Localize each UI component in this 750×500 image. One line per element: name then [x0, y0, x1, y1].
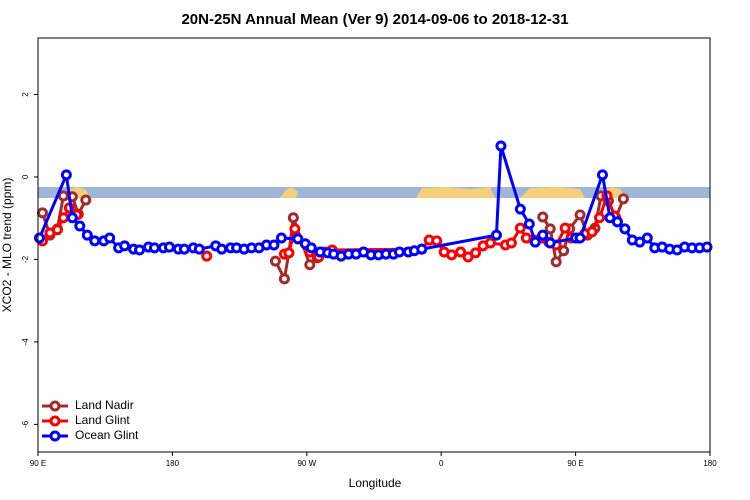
y-tick-label: 2: [21, 92, 30, 97]
data-point: [275, 232, 287, 244]
data-point: [523, 218, 535, 230]
data-point: [287, 212, 299, 224]
plot-frame: [37, 37, 711, 453]
data-point: [484, 237, 496, 249]
data-point: [193, 243, 205, 255]
y-tick-label: -2: [21, 255, 30, 263]
data-point: [586, 226, 598, 238]
data-point: [33, 232, 45, 244]
y-axis-label: XCO2 - MLO trend (ppm): [0, 178, 14, 313]
data-point: [148, 242, 160, 254]
data-point: [505, 237, 517, 249]
series-line: [38, 145, 708, 258]
data-point: [104, 232, 116, 244]
data-point: [57, 212, 69, 224]
data-point: [80, 194, 92, 206]
data-point: [119, 240, 131, 252]
data-point: [163, 241, 175, 253]
data-point: [305, 242, 317, 254]
legend-marker: [49, 400, 61, 412]
data-point: [611, 216, 623, 228]
data-point: [701, 241, 713, 253]
data-point: [559, 222, 571, 234]
data-point: [201, 250, 213, 262]
data-point: [619, 223, 631, 235]
data-point: [431, 235, 443, 247]
y-tick-label: -6: [21, 420, 30, 428]
data-point: [304, 259, 316, 271]
data-point: [81, 229, 93, 241]
data-point: [514, 222, 526, 234]
data-point: [537, 211, 549, 223]
y-tick-label: -4: [21, 338, 30, 346]
data-point: [537, 229, 549, 241]
data-point: [641, 232, 653, 244]
data-point: [544, 237, 556, 249]
data-point: [216, 243, 228, 255]
data-point: [134, 244, 146, 256]
data-point: [269, 255, 281, 267]
data-point: [446, 249, 458, 261]
x-tick-label: 90 E: [30, 459, 46, 468]
data-point: [66, 212, 78, 224]
data-point: [283, 247, 295, 259]
legend-label: Land Glint: [75, 413, 130, 427]
data-point: [529, 236, 541, 248]
data-point: [470, 247, 482, 259]
x-tick-label: 0: [439, 459, 444, 468]
data-point: [57, 190, 69, 202]
data-point: [490, 229, 502, 241]
legend-marker: [49, 430, 61, 442]
data-point: [495, 140, 507, 152]
data-point: [74, 220, 86, 232]
data-point: [60, 169, 72, 181]
data-point: [593, 212, 605, 224]
legend-marker: [49, 415, 61, 427]
x-tick-label: 180: [703, 459, 717, 468]
map-strip: [38, 187, 710, 198]
data-point: [36, 207, 48, 219]
data-point: [617, 193, 629, 205]
x-axis-label: Longitude: [349, 476, 402, 490]
legend-label: Ocean Glint: [75, 428, 139, 442]
data-point: [278, 273, 290, 285]
data-point: [514, 203, 526, 215]
data-point: [289, 223, 301, 235]
chart-title: 20N-25N Annual Mean (Ver 9) 2014-09-06 t…: [181, 11, 568, 28]
data-point: [268, 239, 280, 251]
x-tick-label: 90 W: [297, 459, 316, 468]
x-tick-label: 90 E: [567, 459, 583, 468]
data-point: [51, 224, 63, 236]
data-point: [393, 246, 405, 258]
data-point: [574, 209, 586, 221]
x-tick-label: 180: [166, 459, 180, 468]
data-point: [550, 256, 562, 268]
data-point: [416, 243, 428, 255]
data-point: [292, 233, 304, 245]
data-point: [558, 245, 570, 257]
data-point: [544, 223, 556, 235]
legend-label: Land Nadir: [75, 398, 134, 412]
data-point: [455, 246, 467, 258]
data-point: [89, 235, 101, 247]
data-point: [574, 232, 586, 244]
y-tick-label: 0: [21, 174, 30, 179]
data-point: [178, 243, 190, 255]
data-point: [596, 169, 608, 181]
